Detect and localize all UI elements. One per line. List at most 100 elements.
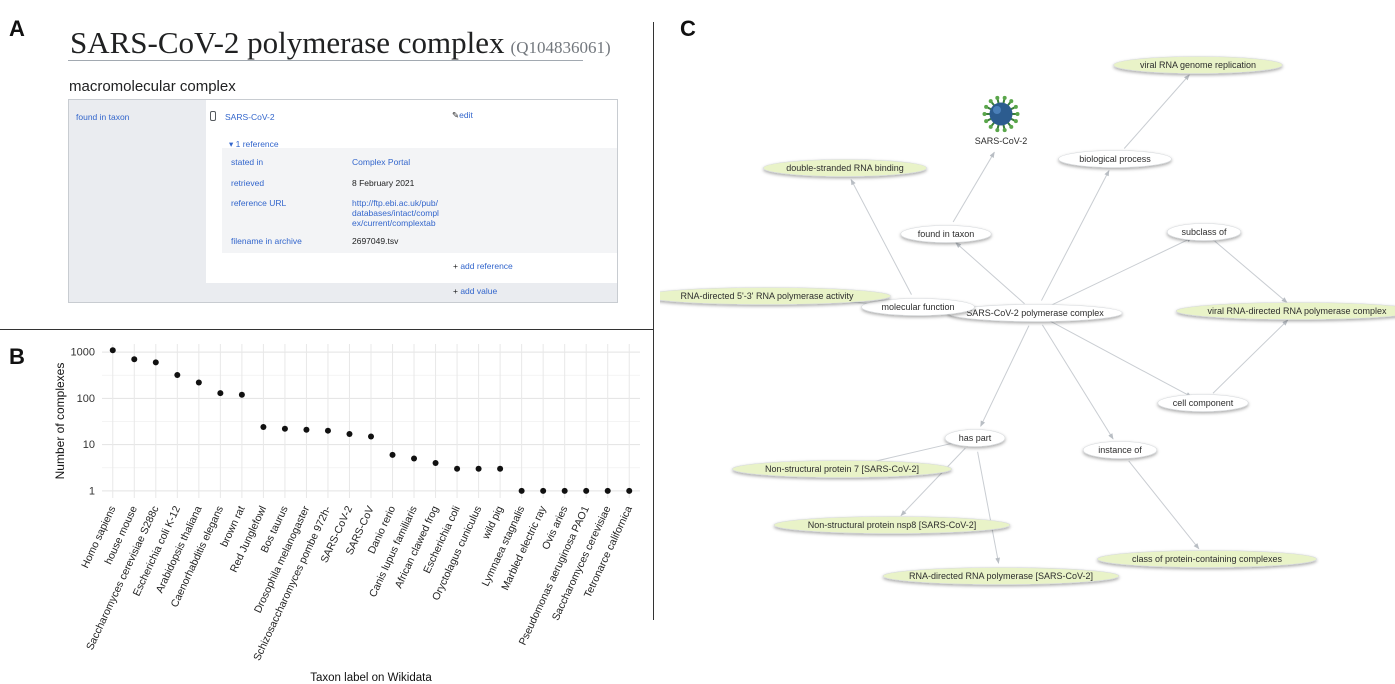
relation-node-shape xyxy=(1082,441,1158,459)
property-link[interactable]: found in taxon xyxy=(76,112,130,122)
value-node-label: RNA-directed RNA polymerase [SARS-CoV-2] xyxy=(909,571,1093,581)
virus-spike-tip xyxy=(988,124,993,129)
data-point xyxy=(497,465,504,472)
graph-edge xyxy=(980,325,1030,427)
statement-group: found in taxon SARS-CoV-2 ✎edit ▾ 1 refe… xyxy=(68,99,618,303)
y-tick-label: 1 xyxy=(89,485,95,497)
reference-toggle[interactable]: ▾ 1 reference xyxy=(229,139,279,149)
ref-value-stated-in[interactable]: Complex Portal xyxy=(352,157,411,167)
relation-node-label: instance of xyxy=(1098,445,1142,455)
graph-edge xyxy=(900,447,966,517)
ref-value-url-line3[interactable]: ex/current/complextab xyxy=(352,218,436,228)
virus-spike-tip xyxy=(1002,95,1007,100)
graph-edge xyxy=(955,242,1025,305)
ref-key-url[interactable]: reference URL xyxy=(231,198,287,208)
value-node-label: Non-structural protein nsp8 [SARS-CoV-2] xyxy=(808,520,977,530)
data-point xyxy=(238,391,245,398)
virus-spike-tip xyxy=(1015,112,1020,116)
relation-node-shape xyxy=(861,298,975,316)
virus-spike-tip xyxy=(988,99,993,104)
data-point xyxy=(281,425,288,432)
data-point xyxy=(604,487,611,494)
center-node-label: SARS-CoV-2 polymerase complex xyxy=(966,308,1104,318)
value-node-label: viral RNA-directed RNA polymerase comple… xyxy=(1207,306,1387,316)
edit-button[interactable]: ✎edit xyxy=(452,110,473,120)
title-underline xyxy=(68,60,583,61)
y-tick-label: 10 xyxy=(83,439,95,451)
graph-edge xyxy=(1214,240,1288,303)
relation-node-label: biological process xyxy=(1079,154,1151,164)
graph-edge xyxy=(1212,319,1289,394)
plus-icon: + xyxy=(453,286,461,296)
graph-edge xyxy=(977,451,1000,564)
value-node-shape xyxy=(1175,302,1395,320)
graph-edge xyxy=(1041,324,1114,440)
add-reference-button[interactable]: + add reference xyxy=(453,261,513,271)
data-point xyxy=(109,347,116,354)
value-node-label: RNA-directed 5'-3' RNA polymerase activi… xyxy=(681,291,854,301)
graph-edge xyxy=(1047,237,1193,308)
graph-edge xyxy=(952,151,995,223)
data-point xyxy=(540,487,547,494)
relation-node-shape xyxy=(944,429,1006,447)
relation-node-label: has part xyxy=(959,433,992,443)
panel-divider-vertical xyxy=(653,22,654,620)
data-point xyxy=(432,460,439,467)
data-point xyxy=(518,487,525,494)
add-value-button[interactable]: + add value xyxy=(453,286,498,296)
virus-spike-tip xyxy=(982,112,987,116)
ref-key-retrieved[interactable]: retrieved xyxy=(231,178,265,188)
ref-value-url-line1[interactable]: http://ftp.ebi.ac.uk/pub/ xyxy=(352,198,439,208)
virus-highlight xyxy=(993,106,1001,114)
reference-block: stated in Complex Portal retrieved 8 Feb… xyxy=(222,148,617,253)
virus-spike-tip xyxy=(1002,128,1007,133)
data-point xyxy=(217,390,224,397)
virus-spike-tip xyxy=(984,104,989,109)
relation-node-shape xyxy=(1166,223,1242,241)
panel-label-a: A xyxy=(9,16,25,41)
value-node-shape xyxy=(882,567,1120,585)
data-point xyxy=(152,359,159,366)
data-point xyxy=(174,372,181,379)
data-point xyxy=(583,487,590,494)
virus-spike-tip xyxy=(1013,104,1018,109)
rank-icon[interactable] xyxy=(210,111,216,121)
virus-spike-tip xyxy=(1013,119,1018,124)
item-label: SARS-CoV-2 polymerase complex xyxy=(70,25,505,60)
graph-edge xyxy=(850,178,912,295)
y-tick-label: 1000 xyxy=(71,347,95,359)
value-node-shape xyxy=(763,159,927,177)
relation-node-label: found in taxon xyxy=(918,229,975,239)
item-qid: (Q104836061) xyxy=(510,38,611,57)
virus-spike-tip xyxy=(984,119,989,124)
data-point xyxy=(324,427,331,434)
data-point xyxy=(131,356,138,363)
item-description: macromolecular complex xyxy=(69,78,236,95)
data-point xyxy=(195,379,202,386)
relation-node-label: cell component xyxy=(1173,398,1234,408)
panel-label-c: C xyxy=(680,16,696,41)
data-point xyxy=(454,465,461,472)
value-node-shape xyxy=(660,287,891,305)
value-node-shape xyxy=(1097,550,1317,568)
virus-spike-tip xyxy=(995,95,1000,100)
value-node-shape xyxy=(773,516,1011,534)
data-point xyxy=(303,426,310,433)
taxon-node-label: SARS-CoV-2 xyxy=(975,136,1028,146)
virus-spike-tip xyxy=(1009,124,1014,129)
ref-key-filename[interactable]: filename in archive xyxy=(231,236,302,246)
item-title: SARS-CoV-2 polymerase complex (Q104836061… xyxy=(70,25,611,61)
ref-key-stated-in[interactable]: stated in xyxy=(231,157,264,167)
relation-graph: SARS-CoV-2 polymerase complex found in ta… xyxy=(660,56,1395,585)
virus-spike-tip xyxy=(995,128,1000,133)
ref-value-url-line2[interactable]: databases/intact/compl xyxy=(352,208,439,218)
graph-edge xyxy=(1041,170,1110,301)
relation-node-label: subclass of xyxy=(1181,227,1227,237)
virus-icon xyxy=(982,95,1020,133)
virus-body xyxy=(989,102,1013,126)
plus-icon: + xyxy=(453,261,461,271)
data-point xyxy=(626,487,633,494)
relation-node-shape xyxy=(1058,150,1172,168)
value-link[interactable]: SARS-CoV-2 xyxy=(225,112,275,122)
